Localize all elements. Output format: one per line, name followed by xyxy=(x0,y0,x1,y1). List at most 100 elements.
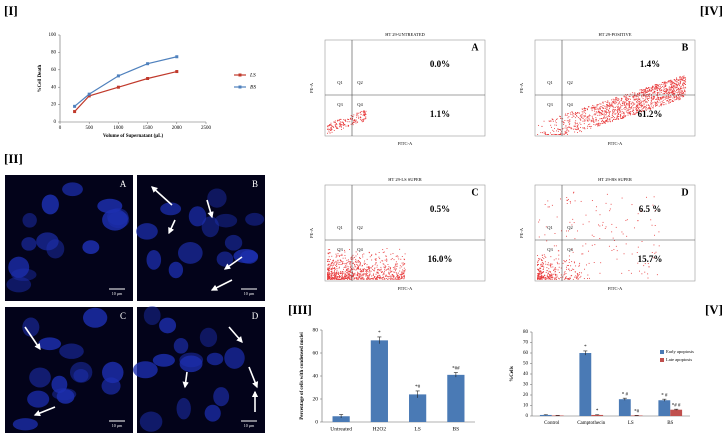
event-dot xyxy=(560,129,561,131)
event-dot xyxy=(329,124,331,126)
event-dot xyxy=(661,104,663,106)
event-dot xyxy=(397,277,399,278)
event-dot xyxy=(371,254,373,256)
x-tick-label: 500 xyxy=(85,126,93,131)
event-dot xyxy=(604,111,606,112)
event-dot xyxy=(552,119,554,120)
event-dot xyxy=(574,125,576,127)
x-tick-label: 2000 xyxy=(172,126,183,131)
event-dot xyxy=(330,264,332,266)
event-dot xyxy=(600,117,602,119)
event-dot xyxy=(593,105,595,107)
event-dot xyxy=(609,108,610,110)
event-dot xyxy=(333,274,335,276)
event-dot xyxy=(672,100,674,102)
event-dot xyxy=(562,121,564,123)
y-tick-label: 60 xyxy=(523,351,529,356)
event-dot xyxy=(578,127,579,129)
event-dot xyxy=(549,264,551,266)
event-dot xyxy=(650,107,652,109)
event-dot xyxy=(619,108,621,110)
event-dot xyxy=(355,116,357,118)
event-dot xyxy=(547,278,549,280)
event-dot xyxy=(634,92,636,94)
event-dot xyxy=(568,261,570,263)
event-dot xyxy=(335,261,337,263)
event-dot xyxy=(551,134,553,135)
event-dot xyxy=(540,277,542,279)
event-dot xyxy=(608,245,610,247)
event-dot xyxy=(369,269,370,271)
event-dot xyxy=(641,101,643,102)
event-dot xyxy=(328,277,330,278)
event-dot xyxy=(640,106,642,108)
event-dot xyxy=(358,278,360,280)
event-dot xyxy=(541,274,542,276)
event-dot xyxy=(354,278,356,280)
flow-x-label: FITC-A xyxy=(398,141,413,146)
event-dot xyxy=(394,267,396,269)
event-dot xyxy=(618,102,620,104)
event-dot xyxy=(654,225,656,226)
event-dot xyxy=(352,278,354,280)
event-dot xyxy=(663,87,665,89)
event-dot xyxy=(673,92,675,94)
event-dot xyxy=(616,250,618,252)
event-dot xyxy=(654,102,656,104)
event-dot xyxy=(347,278,348,280)
nucleus xyxy=(82,307,108,328)
event-dot xyxy=(390,253,392,255)
event-dot xyxy=(649,88,650,90)
event-dot xyxy=(376,278,378,280)
event-dot xyxy=(669,80,671,81)
event-dot xyxy=(650,102,652,104)
event-dot xyxy=(664,81,666,83)
event-dot xyxy=(663,96,665,97)
event-dot xyxy=(359,119,361,121)
event-dot xyxy=(552,276,554,278)
event-dot xyxy=(566,235,567,237)
event-dot xyxy=(670,95,672,97)
line-marker xyxy=(116,74,120,78)
event-dot xyxy=(644,89,646,91)
event-dot xyxy=(366,258,368,260)
event-dot xyxy=(363,262,365,264)
event-dot xyxy=(594,107,595,109)
event-dot xyxy=(363,278,365,280)
event-dot xyxy=(623,100,625,102)
event-dot xyxy=(570,114,572,116)
event-dot xyxy=(630,113,632,115)
event-dot xyxy=(586,116,588,118)
event-dot xyxy=(569,123,571,125)
event-dot xyxy=(643,101,645,103)
event-dot xyxy=(559,198,561,200)
event-dot xyxy=(602,114,604,115)
event-dot xyxy=(591,108,593,110)
event-dot xyxy=(351,122,353,124)
event-dot xyxy=(340,118,342,120)
event-dot xyxy=(634,99,636,101)
event-dot xyxy=(541,265,543,267)
event-dot xyxy=(641,96,643,98)
event-dot xyxy=(358,276,360,278)
event-dot xyxy=(647,273,649,275)
event-dot xyxy=(331,278,333,280)
event-dot xyxy=(387,268,389,269)
nucleus xyxy=(204,404,221,422)
event-dot xyxy=(621,105,623,107)
event-dot xyxy=(555,268,557,270)
event-dot xyxy=(656,85,658,87)
event-dot xyxy=(625,101,627,103)
event-dot xyxy=(354,264,356,266)
event-dot xyxy=(599,108,601,109)
nucleus xyxy=(38,337,62,351)
nucleus xyxy=(188,206,207,227)
event-dot xyxy=(578,112,580,114)
event-dot xyxy=(540,274,542,276)
event-dot xyxy=(343,122,344,124)
event-dot xyxy=(367,270,368,272)
event-dot xyxy=(664,85,666,87)
event-dot xyxy=(371,278,373,280)
event-dot xyxy=(680,85,682,87)
event-dot xyxy=(375,273,377,275)
